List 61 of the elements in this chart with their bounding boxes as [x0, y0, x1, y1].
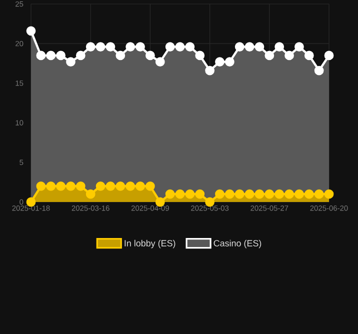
- point: [264, 189, 274, 199]
- point: [66, 181, 76, 191]
- point: [106, 181, 116, 191]
- point: [195, 189, 205, 199]
- point: [165, 42, 175, 52]
- point: [254, 42, 264, 52]
- point: [324, 50, 334, 60]
- point: [294, 42, 304, 52]
- point: [96, 181, 106, 191]
- point: [284, 50, 294, 60]
- point: [294, 189, 304, 199]
- point: [175, 42, 185, 52]
- point: [76, 50, 86, 60]
- point: [46, 50, 56, 60]
- point: [264, 50, 274, 60]
- point: [46, 181, 56, 191]
- point: [244, 42, 254, 52]
- point: [314, 189, 324, 199]
- point: [126, 181, 136, 191]
- point: [234, 189, 244, 199]
- point: [155, 57, 165, 67]
- point: [96, 42, 106, 52]
- point: [224, 189, 234, 199]
- point: [304, 189, 314, 199]
- point: [324, 189, 334, 199]
- point: [136, 42, 145, 52]
- point: [205, 66, 214, 76]
- point: [126, 42, 136, 52]
- point: [26, 26, 36, 36]
- point: [76, 181, 86, 191]
- point: [36, 181, 46, 191]
- point: [274, 42, 284, 52]
- point: [106, 42, 116, 52]
- point: [116, 50, 126, 60]
- point: [185, 42, 195, 52]
- point: [215, 189, 224, 199]
- point: [136, 181, 145, 191]
- point: [146, 50, 155, 60]
- point: [314, 66, 324, 76]
- point: [215, 57, 224, 67]
- point: [244, 189, 254, 199]
- point: [56, 181, 66, 191]
- point: [116, 181, 126, 191]
- legend-label: In lobby (ES): [124, 240, 176, 248]
- point: [284, 189, 294, 199]
- point: [254, 189, 264, 199]
- point: [66, 57, 76, 67]
- legend-label: Casino (ES): [214, 240, 262, 248]
- point: [185, 189, 195, 199]
- point: [274, 189, 284, 199]
- point: [224, 57, 234, 67]
- point: [304, 50, 314, 60]
- point: [165, 189, 175, 199]
- point: [86, 189, 96, 199]
- point: [36, 50, 46, 60]
- point: [234, 42, 244, 52]
- point: [56, 50, 66, 60]
- point: [86, 42, 96, 52]
- point: [175, 189, 185, 199]
- point: [146, 181, 155, 191]
- point: [195, 50, 205, 60]
